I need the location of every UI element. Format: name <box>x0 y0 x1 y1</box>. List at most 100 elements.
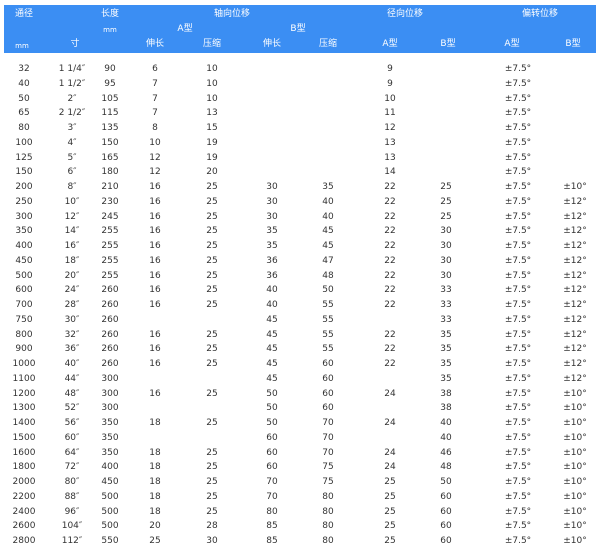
cell-b-extension: 80 <box>266 506 278 517</box>
cell-radial-a: 24 <box>384 462 396 473</box>
cell-angular-a: ±7.5° <box>504 211 532 222</box>
cell-b-extension: 70 <box>266 491 278 502</box>
cell-diameter-inch: 10″ <box>64 196 80 207</box>
cell-diameter-inch: 30″ <box>64 314 80 325</box>
cell-b-extension: 45 <box>266 344 278 355</box>
cell-b-extension: 30 <box>266 196 278 207</box>
cell-a-compression: 25 <box>206 506 218 517</box>
cell-a-extension: 16 <box>149 285 161 296</box>
cell-diameter-inch: 4″ <box>67 137 77 148</box>
cell-a-compression: 25 <box>206 447 218 458</box>
cell-angular-b: ±10° <box>563 462 587 473</box>
cell-radial-b: 50 <box>440 477 452 487</box>
cell-diameter-inch: 5″ <box>67 152 77 163</box>
cell-b-extension: 40 <box>266 285 278 296</box>
cell-radial-a: 22 <box>384 226 396 237</box>
cell-radial-b: 30 <box>440 241 452 251</box>
cell-length: 255 <box>101 255 119 266</box>
cell-radial-a: 22 <box>384 329 396 340</box>
cell-diameter-inch: 88″ <box>64 491 80 502</box>
cell-radial-a: 24 <box>384 388 396 399</box>
cell-angular-a: ±7.5° <box>504 108 532 119</box>
cell-angular-a: ±7.5° <box>504 373 532 384</box>
cell-a-compression: 25 <box>206 388 218 399</box>
cell-length: 500 <box>101 491 119 502</box>
cell-a-extension: 18 <box>149 447 161 458</box>
cell-a-compression: 19 <box>206 152 218 163</box>
cell-diameter-mm: 200 <box>15 182 33 192</box>
cell-diameter-inch: 104″ <box>61 521 83 532</box>
cell-diameter-mm: 50 <box>18 93 30 104</box>
cell-angular-a: ±7.5° <box>504 93 532 104</box>
header-a-comp: 压缩 <box>202 39 222 49</box>
cell-radial-b: 48 <box>440 462 452 473</box>
cell-a-extension: 18 <box>149 477 161 487</box>
cell-angular-b: ±10° <box>563 403 587 414</box>
cell-diameter-inch: 3″ <box>67 123 77 133</box>
cell-angular-b: ±12° <box>563 226 587 237</box>
cell-diameter-mm: 65 <box>18 108 30 119</box>
cell-a-compression: 25 <box>206 211 218 222</box>
cell-radial-b: 60 <box>440 491 452 502</box>
header-a-ext: 伸长 <box>145 39 165 49</box>
cell-radial-a: 9 <box>387 78 393 89</box>
cell-diameter-mm: 1400 <box>12 418 36 428</box>
cell-angular-b: ±12° <box>563 359 587 369</box>
cell-b-compression: 75 <box>322 477 334 487</box>
cell-a-extension: 16 <box>149 344 161 355</box>
cell-radial-a: 9 <box>387 64 393 74</box>
cell-length: 90 <box>104 64 116 74</box>
cell-angular-b: ±12° <box>563 300 587 310</box>
cell-length: 350 <box>101 447 119 458</box>
cell-b-extension: 35 <box>266 226 278 237</box>
cell-diameter-mm: 1800 <box>12 462 36 473</box>
cell-radial-b: 38 <box>440 388 452 399</box>
cell-a-compression: 25 <box>206 300 218 310</box>
cell-a-extension: 16 <box>149 182 161 192</box>
cell-a-compression: 25 <box>206 477 218 487</box>
cell-angular-a: ±7.5° <box>504 536 532 546</box>
cell-length: 230 <box>101 196 119 207</box>
cell-angular-b: ±10° <box>563 536 587 546</box>
cell-angular-b: ±12° <box>563 344 587 355</box>
cell-angular-b: ±10° <box>563 182 587 192</box>
cell-length: 255 <box>101 226 119 237</box>
cell-angular-a: ±7.5° <box>504 314 532 325</box>
header-radial: 径向位移 <box>386 9 424 19</box>
cell-length: 260 <box>101 285 119 296</box>
cell-b-compression: 55 <box>322 300 334 310</box>
cell-diameter-inch: 1 1/4″ <box>58 64 86 74</box>
cell-radial-b: 38 <box>440 403 452 414</box>
cell-radial-a: 25 <box>384 491 396 502</box>
cell-radial-b: 25 <box>440 211 452 222</box>
cell-radial-b: 60 <box>440 506 452 517</box>
cell-radial-a: 22 <box>384 285 396 296</box>
cell-diameter-inch: 14″ <box>64 226 80 237</box>
cell-b-extension: 70 <box>266 477 278 487</box>
cell-angular-a: ±7.5° <box>504 432 532 443</box>
cell-radial-a: 22 <box>384 300 396 310</box>
cell-radial-b: 25 <box>440 182 452 192</box>
cell-diameter-inch: 2 1/2″ <box>58 108 86 119</box>
cell-a-extension: 18 <box>149 491 161 502</box>
cell-b-extension: 50 <box>266 403 278 414</box>
cell-radial-b: 30 <box>440 226 452 237</box>
cell-diameter-mm: 150 <box>15 167 33 178</box>
cell-diameter-inch: 52″ <box>64 403 80 414</box>
cell-angular-b: ±10° <box>563 447 587 458</box>
cell-diameter-inch: 48″ <box>64 388 80 399</box>
header-angular-b: B型 <box>565 39 581 49</box>
cell-b-compression: 45 <box>322 226 334 237</box>
cell-angular-a: ±7.5° <box>504 167 532 178</box>
cell-angular-b: ±10° <box>563 432 587 443</box>
cell-a-compression: 25 <box>206 255 218 266</box>
cell-diameter-mm: 1600 <box>12 447 36 458</box>
cell-angular-b: ±12° <box>563 196 587 207</box>
cell-diameter-mm: 350 <box>15 226 33 237</box>
cell-angular-a: ±7.5° <box>504 521 532 532</box>
cell-angular-a: ±7.5° <box>504 64 532 74</box>
cell-radial-a: 22 <box>384 255 396 266</box>
cell-diameter-mm: 2200 <box>12 491 36 502</box>
cell-radial-a: 25 <box>384 477 396 487</box>
cell-b-compression: 50 <box>322 285 334 296</box>
